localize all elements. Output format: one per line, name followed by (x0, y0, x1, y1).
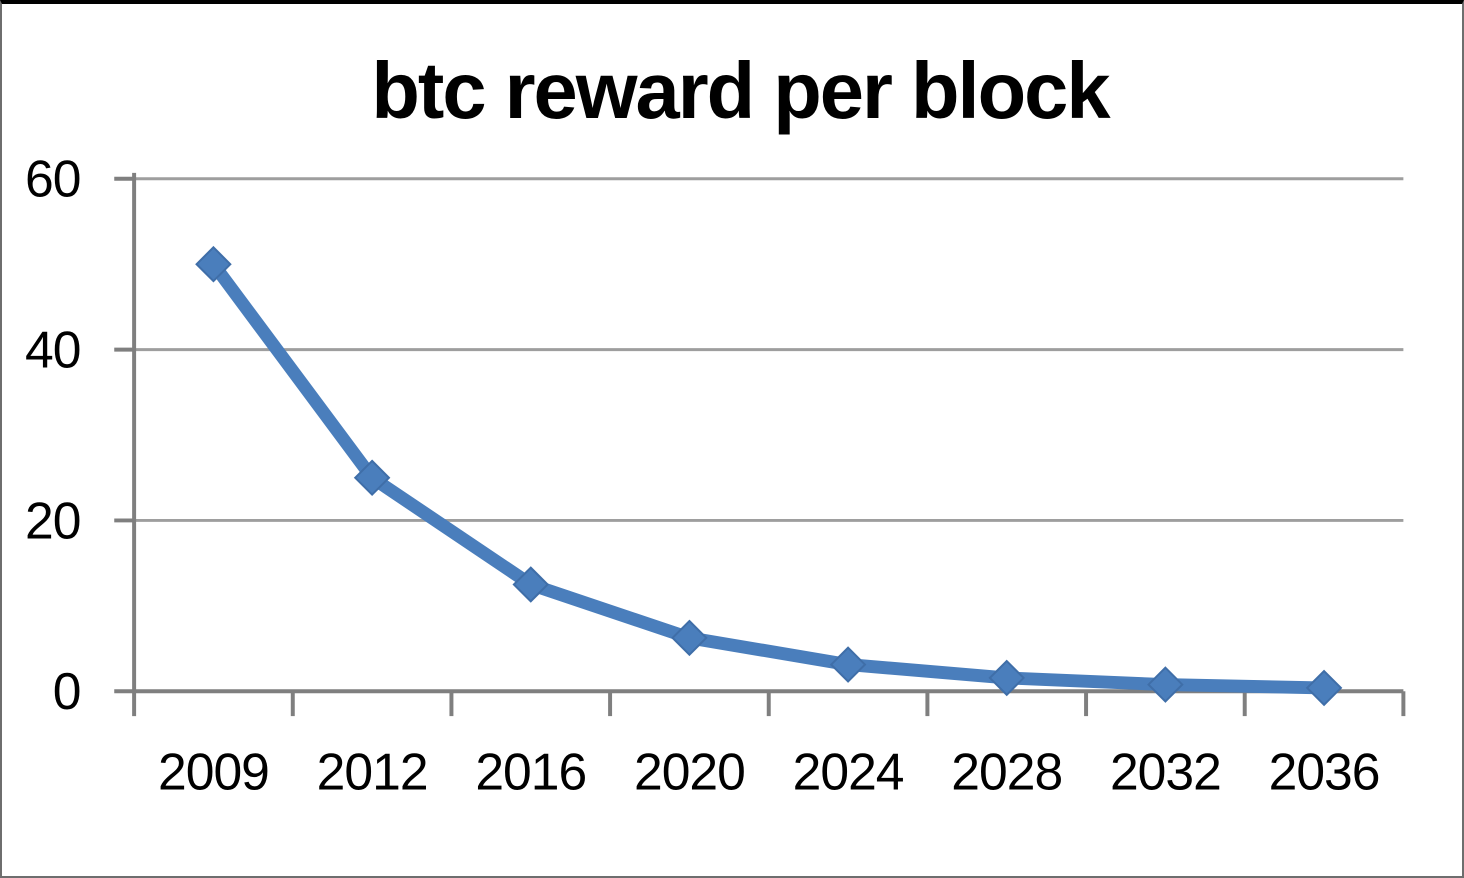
y-tick-label: 20 (25, 491, 80, 549)
chart-title: btc reward per block (371, 46, 1111, 135)
data-point-marker (671, 619, 708, 657)
gridlines (134, 177, 1404, 522)
data-point-marker (353, 459, 391, 497)
series-line (206, 257, 1331, 695)
x-tick-label: 2024 (793, 743, 904, 801)
x-tick-label: 2036 (1269, 743, 1380, 801)
x-tick-label: 2032 (1110, 743, 1221, 801)
data-point-marker (1147, 666, 1184, 703)
data-point-marker (988, 659, 1026, 697)
y-axis-labels: 0 20 40 60 (25, 150, 81, 720)
y-tick-label: 40 (25, 320, 80, 378)
data-point-marker (1305, 669, 1343, 707)
axis-ticks (114, 176, 1406, 717)
x-tick-label: 2016 (475, 743, 586, 801)
x-axis-labels: 2009 2012 2016 2020 2024 2028 2032 2036 (158, 743, 1380, 801)
y-tick-label: 60 (25, 150, 80, 208)
x-tick-label: 2012 (317, 743, 428, 801)
series-markers (195, 245, 1343, 707)
data-point-marker (829, 646, 867, 683)
x-tick-label: 2028 (951, 743, 1062, 801)
axes (132, 172, 1404, 717)
btc-reward-line-chart: 0 20 40 60 2009 2012 2016 2020 2024 2028 2032 2036… (25, 46, 1406, 801)
data-point-marker (512, 566, 550, 603)
x-tick-label: 2009 (158, 743, 269, 801)
x-tick-label: 2020 (634, 743, 745, 801)
y-tick-label: 0 (53, 662, 81, 720)
data-point-marker (195, 245, 232, 283)
